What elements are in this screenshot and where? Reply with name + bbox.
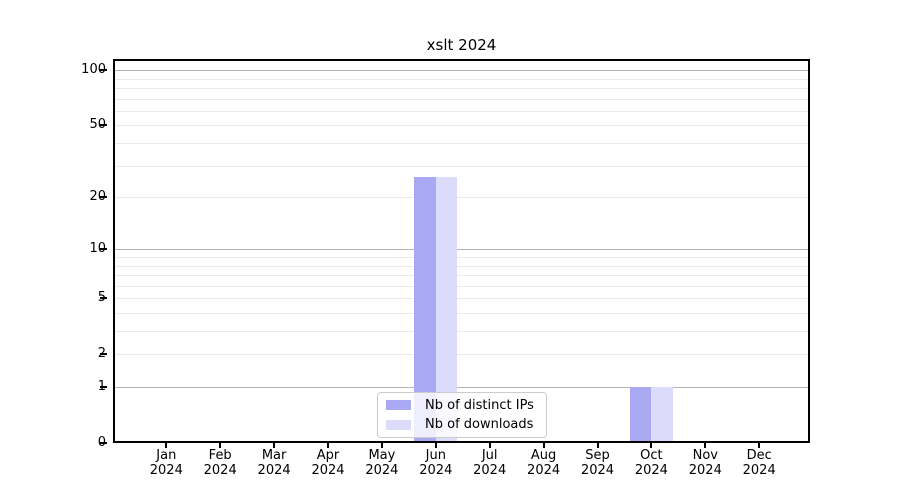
bar-downloads (651, 387, 674, 443)
legend-swatch-distinct-ips (386, 400, 411, 411)
x-axis-label: Sep 2024 (580, 448, 615, 478)
y-axis-tick (100, 196, 107, 199)
x-axis-tick (273, 443, 276, 448)
y-axis-tick-label: 100 (81, 62, 106, 78)
y-gridline-minor (113, 354, 810, 356)
chart-title: xslt 2024 (426, 36, 497, 54)
y-gridline-minor (113, 110, 810, 112)
y-gridline-minor (113, 256, 810, 258)
x-axis-tick (380, 443, 383, 448)
x-axis-tick (542, 443, 545, 448)
y-gridline-minor (113, 265, 810, 267)
y-axis-tick-label: 0 (0, 435, 106, 451)
y-axis-tick (100, 297, 107, 300)
y-axis-tick (100, 442, 107, 444)
x-axis-tick (488, 443, 491, 448)
x-axis-tick (596, 443, 599, 448)
x-axis-label: May 2024 (365, 448, 399, 478)
legend-item-distinct-ips: Nb of distinct IPs (386, 397, 538, 414)
bar-downloads (435, 176, 458, 443)
x-axis-label: Mar 2024 (257, 448, 291, 478)
y-axis-tick (100, 386, 107, 388)
y-axis-tick (100, 124, 107, 127)
y-gridline-minor (113, 197, 810, 199)
y-axis-tick-label: 20 (89, 189, 106, 205)
x-axis-tick (219, 443, 222, 448)
y-axis-tick-label: 2 (0, 346, 106, 362)
legend-swatch-downloads (386, 419, 411, 430)
bar-distinct-ips (414, 176, 436, 443)
x-axis-label: Aug 2024 (527, 448, 561, 478)
y-gridline-minor (113, 98, 810, 100)
y-gridline-minor (113, 331, 810, 332)
x-axis-tick (327, 443, 329, 448)
legend-item-downloads: Nb of downloads (386, 417, 538, 434)
x-axis-tick (165, 443, 168, 448)
legend-label-distinct-ips: Nb of distinct IPs (425, 397, 534, 413)
y-gridline-major (113, 387, 810, 388)
plot-border (113, 59, 810, 443)
y-axis-tick (100, 248, 107, 251)
y-gridline-minor (113, 275, 810, 277)
x-axis-label: Oct 2024 (634, 448, 668, 478)
legend-label-downloads: Nb of downloads (425, 417, 534, 433)
x-axis-tick (758, 443, 761, 448)
y-gridline-minor (113, 125, 810, 127)
x-axis-label: Apr 2024 (311, 448, 345, 478)
x-axis-label: Jun 2024 (419, 448, 453, 478)
y-axis-tick-label: 50 (89, 117, 106, 133)
x-axis-label: Feb 2024 (203, 448, 237, 478)
plot-area: Nb of distinct IPs Nb of downloads (113, 59, 810, 443)
y-gridline-minor (113, 78, 810, 80)
x-axis-label: Jan 2024 (149, 448, 183, 478)
y-axis-tick-label: 1 (0, 379, 106, 395)
y-gridline-minor (113, 298, 810, 300)
x-axis-tick (704, 443, 707, 448)
y-gridline-minor (113, 88, 810, 89)
y-axis-tick-label: 10 (89, 241, 106, 257)
y-gridline-minor (113, 143, 810, 144)
y-gridline-minor (113, 312, 810, 314)
x-axis-tick (434, 443, 437, 448)
y-gridline-major (113, 70, 810, 72)
x-axis-label: Nov 2024 (688, 448, 722, 478)
x-axis-label: Dec 2024 (742, 448, 776, 478)
y-axis-tick (100, 353, 107, 356)
legend: Nb of distinct IPs Nb of downloads (377, 392, 547, 438)
y-gridline-minor (113, 165, 810, 167)
x-axis-label: Jul 2024 (473, 448, 507, 478)
bar-distinct-ips (629, 387, 652, 443)
y-gridline-major (113, 249, 810, 251)
y-axis-tick (100, 69, 107, 72)
x-axis-tick (650, 443, 653, 448)
y-gridline-minor (113, 285, 810, 287)
y-axis-tick-label: 5 (0, 290, 106, 306)
